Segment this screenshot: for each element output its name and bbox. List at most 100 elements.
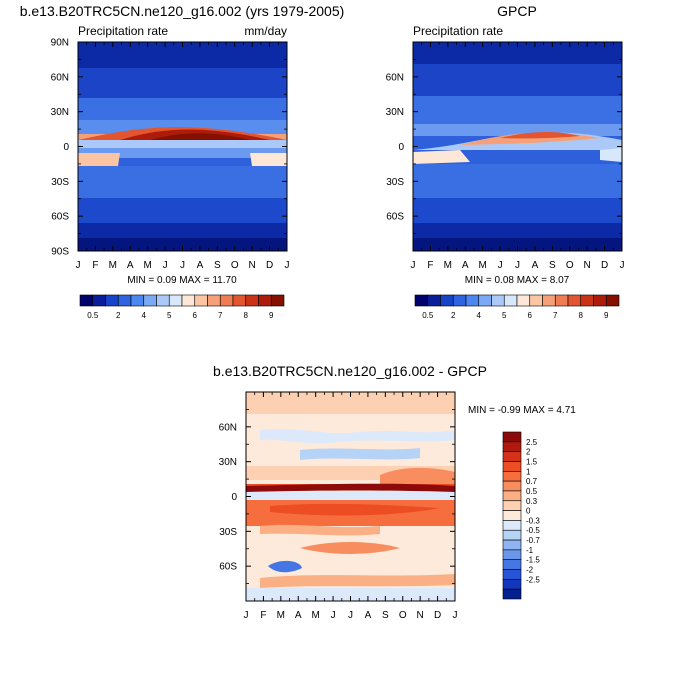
obs-colorbar-label: 6: [528, 311, 533, 320]
model-colorbar-swatch: [181, 294, 196, 307]
diff-y-tick-label: 0: [231, 492, 237, 503]
diff-colorbar-swatch: [502, 480, 522, 492]
obs-colorbar-label: 0.5: [422, 311, 434, 320]
model-colorbar-swatch: [258, 294, 272, 307]
model-x-tick-label: J: [285, 260, 290, 271]
obs-x-tick-label: O: [566, 260, 574, 271]
obs-colorbar-swatch: [440, 294, 454, 307]
obs-colorbar-swatch: [605, 294, 620, 307]
diff-x-tick-label: S: [382, 610, 389, 621]
diff-colorbar-swatch: [502, 451, 522, 462]
model-y-ticks: 90N 60N 30N 0 30S 60S 90S: [51, 38, 287, 258]
obs-x-tick-label: J: [620, 260, 625, 271]
model-colorbar-swatch: [207, 294, 221, 307]
diff-colorbar-label: -0.5: [526, 526, 540, 535]
diff-colorbar-label: -2.5: [526, 575, 540, 584]
diff-colorbar-label: 2.5: [526, 438, 538, 447]
obs-y-tick-label: 60N: [386, 72, 404, 83]
obs-colorbar-swatch: [567, 294, 582, 307]
diff-x-tick-label: J: [331, 610, 336, 621]
model-y-tick-label: 90N: [51, 38, 69, 49]
obs-colorbar-swatch: [427, 294, 441, 307]
model-x-tick-label: J: [180, 260, 185, 271]
diff-x-tick-label: F: [260, 610, 266, 621]
diff-colorbar-label: -0.3: [526, 516, 540, 525]
obs-y-tick-label: 0: [398, 142, 404, 153]
obs-colorbar-swatch: [580, 294, 594, 307]
model-y-tick-label: 30N: [51, 107, 69, 118]
diff-colorbar-swatch: [502, 500, 522, 511]
obs-stats: MIN = 0.08 MAX = 8.07: [465, 275, 570, 286]
model-colorbar-swatch: [117, 294, 132, 307]
diff-colorbar-label: 0.5: [526, 487, 538, 496]
model-colorbar-swatch: [232, 294, 247, 307]
obs-x-tick-label: M: [444, 260, 452, 271]
diff-colorbar-swatch: [502, 549, 522, 561]
model-colorbar-label: 4: [142, 311, 147, 320]
diff-y-tick-label: 30N: [219, 457, 237, 468]
model-field: [78, 42, 287, 251]
diff-colorbar-label: 2: [526, 448, 531, 457]
diff-colorbar-swatch: [502, 559, 522, 570]
model-y-tick-label: 30S: [51, 177, 69, 188]
obs-colorbar: 0.5 2 4 5 6 7 8 9: [414, 294, 620, 320]
diff-x-tick-label: A: [295, 610, 302, 621]
diff-colorbar-swatch: [502, 520, 522, 531]
diff-colorbar-label: 0: [526, 507, 531, 516]
diff-colorbar-label: 1.5: [526, 457, 538, 466]
model-panel-title: b.e13.B20TRC5CN.ne120_g16.002 (yrs 1979-…: [20, 3, 345, 19]
diff-colorbar-swatch: [502, 510, 522, 521]
diff-colorbar-swatch: [502, 529, 522, 541]
model-x-tick-label: M: [109, 260, 117, 271]
obs-field: [413, 42, 622, 251]
model-panel-subtitle-left: Precipitation rate: [78, 24, 168, 38]
obs-x-tick-label: F: [427, 260, 433, 271]
obs-colorbar-swatch: [414, 294, 429, 307]
obs-x-tick-label: J: [515, 260, 520, 271]
model-colorbar-swatch: [79, 294, 94, 307]
obs-colorbar-label: 2: [451, 311, 456, 320]
obs-colorbar-swatch: [529, 294, 543, 307]
obs-y-tick-label: 60S: [386, 212, 404, 223]
obs-colorbar-swatch: [516, 294, 531, 307]
model-x-tick-label: F: [92, 260, 98, 271]
diff-x-tick-label: M: [311, 610, 319, 621]
model-y-tick-label: 60N: [51, 72, 69, 83]
model-x-tick-label: S: [214, 260, 221, 271]
obs-x-tick-label: A: [462, 260, 469, 271]
diff-x-tick-label: A: [365, 610, 372, 621]
diff-colorbar-swatch: [502, 470, 522, 482]
diff-colorbar-label: 0.7: [526, 477, 538, 486]
model-y-tick-label: 90S: [51, 247, 69, 258]
diff-y-tick-label: 30S: [219, 527, 237, 538]
model-colorbar-swatch: [92, 294, 106, 307]
diff-colorbar-label: -1: [526, 546, 534, 555]
diff-x-tick-label: O: [399, 610, 407, 621]
model-stats: MIN = 0.09 MAX = 11.70: [127, 275, 237, 286]
model-y-tick-label: 60S: [51, 212, 69, 223]
diff-colorbar-swatch: [502, 539, 522, 551]
diff-stats: MIN = -0.99 MAX = 4.71: [468, 405, 576, 416]
model-colorbar-swatch: [194, 294, 208, 307]
obs-colorbar-label: 8: [579, 311, 584, 320]
model-x-tick-label: J: [76, 260, 81, 271]
diff-colorbar-label: 0.3: [526, 497, 538, 506]
obs-colorbar-swatch: [593, 294, 607, 307]
obs-x-tick-label: A: [532, 260, 539, 271]
model-colorbar-label: 6: [193, 311, 198, 320]
model-colorbar-swatch: [219, 294, 234, 307]
diff-x-tick-label: D: [434, 610, 441, 621]
model-x-tick-label: A: [127, 260, 134, 271]
diff-colorbar-swatch: [502, 431, 522, 443]
obs-colorbar-label: 9: [604, 311, 609, 320]
model-colorbar-swatch: [105, 294, 119, 307]
obs-panel-subtitle-left: Precipitation rate: [413, 24, 503, 38]
model-colorbar-swatch: [143, 294, 157, 307]
model-colorbar-swatch: [168, 294, 183, 307]
model-y-tick-label: 0: [63, 142, 69, 153]
diff-x-tick-label: J: [244, 610, 249, 621]
obs-colorbar-label: 4: [477, 311, 482, 320]
